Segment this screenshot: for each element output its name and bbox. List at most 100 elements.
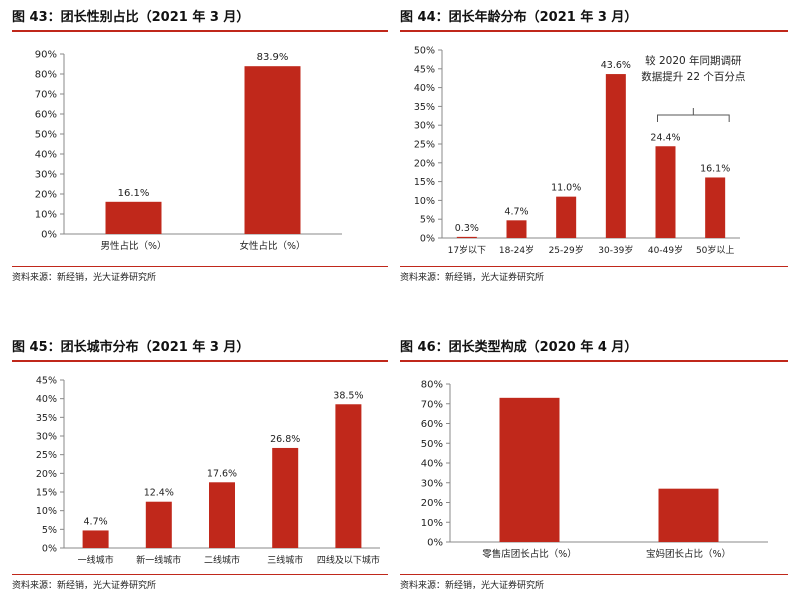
source-note: 资料来源：新经销，光大证券研究所 xyxy=(400,273,545,283)
y-tick-label: 10% xyxy=(414,196,435,207)
y-tick-label: 0% xyxy=(420,234,435,245)
y-tick-label: 40% xyxy=(414,83,435,94)
bar xyxy=(145,501,172,548)
title-rule xyxy=(400,30,788,32)
bar xyxy=(705,177,726,238)
y-tick-label: 60% xyxy=(421,419,443,430)
data-label: 83.9% xyxy=(257,52,289,63)
chart-panel-type: 图 46：团长类型构成（2020 年 4 月） 0% 10% 20% 30% 40% 50… xyxy=(400,336,788,598)
bar xyxy=(499,397,560,542)
data-label: 12.4% xyxy=(144,488,174,499)
chart-title: 图 44：团长年龄分布（2021 年 3 月） xyxy=(400,10,638,25)
chart-type: 0% 10% 20% 30% 40% 50% 60% 70% 80% 零售店团长占比（%） 宝妈团长… xyxy=(421,380,768,560)
chart-gender: 0% 10% 20% 30% 40% 50% 60% 70% 80% 90% 16.1% 男性占比（%… xyxy=(35,50,342,252)
data-label: 4.7% xyxy=(84,516,108,527)
y-tick-label: 80% xyxy=(421,380,443,391)
y-tick-label: 25% xyxy=(414,140,435,151)
bar xyxy=(335,404,362,548)
x-tick-label: 40-49岁 xyxy=(648,244,683,256)
source-note: 资料来源：新经销，光大证券研究所 xyxy=(12,581,157,591)
data-label: 0.3% xyxy=(455,223,479,234)
title-rule xyxy=(12,360,388,362)
bar xyxy=(605,74,626,238)
bar xyxy=(556,196,577,238)
bar xyxy=(105,201,162,234)
chart-title: 图 45：团长城市分布（2021 年 3 月） xyxy=(12,340,250,355)
data-label: 38.5% xyxy=(333,390,363,401)
y-tick-label: 30% xyxy=(421,478,443,489)
y-tick-label: 90% xyxy=(35,50,57,61)
y-tick-label: 40% xyxy=(36,394,57,405)
y-tick-label: 30% xyxy=(36,432,57,443)
y-tick-label: 60% xyxy=(35,110,57,121)
data-label: 26.8% xyxy=(270,434,300,445)
x-tick-label: 四线及以下城市 xyxy=(317,554,380,566)
x-tick-label: 30-39岁 xyxy=(598,244,633,256)
y-tick-label: 15% xyxy=(414,177,435,188)
y-tick-label: 50% xyxy=(35,130,57,141)
y-tick-label: 5% xyxy=(42,525,57,536)
data-label: 16.1% xyxy=(118,188,150,199)
x-tick-label: 二线城市 xyxy=(204,554,240,566)
y-tick-label: 35% xyxy=(414,102,435,113)
data-label: 43.6% xyxy=(601,60,631,71)
y-tick-label: 10% xyxy=(36,506,57,517)
title-rule xyxy=(12,30,388,32)
x-tick-label: 17岁以下 xyxy=(448,244,486,256)
annotation-line-1: 较 2020 年同期调研 xyxy=(645,54,742,67)
source-rule xyxy=(12,266,388,267)
y-tick-label: 20% xyxy=(35,190,57,201)
y-tick-label: 80% xyxy=(35,70,57,81)
bar xyxy=(209,482,235,548)
data-label: 17.6% xyxy=(207,468,237,479)
y-tick-label: 25% xyxy=(36,450,57,461)
annotation-bracket xyxy=(657,114,730,122)
title-rule xyxy=(400,360,788,362)
chart-age: 0% 5% 10% 15% 20% 25% 30% 35% 40% 45% 50% 0.3% 17岁以下… xyxy=(414,46,745,257)
y-tick-label: 5% xyxy=(420,215,435,226)
x-tick-label: 一线城市 xyxy=(78,554,114,566)
x-tick-label: 男性占比（%） xyxy=(100,240,166,252)
y-tick-label: 30% xyxy=(35,170,57,181)
y-tick-label: 70% xyxy=(35,90,57,101)
source-rule xyxy=(400,266,788,267)
x-tick-label: 18-24岁 xyxy=(499,244,534,256)
bar xyxy=(272,447,299,548)
y-tick-label: 70% xyxy=(421,399,443,410)
y-tick-label: 0% xyxy=(427,538,443,549)
y-tick-label: 20% xyxy=(36,469,57,480)
y-tick-label: 10% xyxy=(421,518,443,529)
annotation-line-2: 数据提升 22 个百分点 xyxy=(641,70,745,83)
y-tick-label: 0% xyxy=(41,230,57,241)
source-rule xyxy=(400,574,788,575)
source-rule xyxy=(12,574,388,575)
bar xyxy=(456,236,477,238)
y-tick-label: 40% xyxy=(421,459,443,470)
y-tick-label: 30% xyxy=(414,121,435,132)
y-tick-label: 35% xyxy=(36,413,57,424)
chart-title: 图 46：团长类型构成（2020 年 4 月） xyxy=(400,340,638,355)
x-tick-label: 零售店团长占比（%） xyxy=(482,548,577,560)
y-tick-label: 10% xyxy=(35,210,57,221)
y-tick-label: 50% xyxy=(414,46,435,57)
bar xyxy=(506,220,527,238)
data-label: 16.1% xyxy=(700,163,730,174)
x-tick-label: 新一线城市 xyxy=(136,554,181,566)
y-tick-label: 20% xyxy=(421,498,443,509)
source-note: 资料来源：新经销，光大证券研究所 xyxy=(12,273,157,283)
x-tick-label: 女性占比（%） xyxy=(239,240,305,252)
y-tick-label: 40% xyxy=(35,150,57,161)
y-tick-label: 50% xyxy=(421,439,443,450)
data-label: 4.7% xyxy=(504,206,528,217)
x-tick-label: 宝妈团长占比（%） xyxy=(646,548,731,560)
chart-city: 0% 5% 10% 15% 20% 25% 30% 35% 40% 45% 4.7% 一线城市 12.4… xyxy=(36,376,380,566)
chart-panel-gender: 图 43：团长性别占比（2021 年 3 月） 0% 10% 20% 30% 40% 50… xyxy=(12,6,388,296)
y-tick-label: 45% xyxy=(414,64,435,75)
x-tick-label: 25-29岁 xyxy=(549,244,584,256)
bar xyxy=(655,146,676,238)
y-tick-label: 20% xyxy=(414,158,435,169)
source-note: 资料来源：新经销，光大证券研究所 xyxy=(400,581,545,591)
y-tick-label: 45% xyxy=(36,376,57,387)
data-label: 24.4% xyxy=(650,132,680,143)
data-label: 11.0% xyxy=(551,183,581,194)
